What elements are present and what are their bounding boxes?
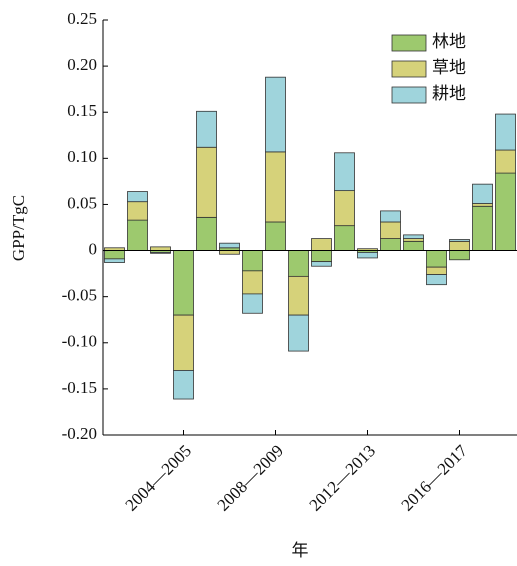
- bar-segment: [380, 221, 401, 239]
- bar-segment: [380, 238, 401, 251]
- y-tick-label: 0.20: [67, 55, 97, 74]
- bar-segment: [495, 113, 516, 151]
- bar-segment: [242, 293, 263, 314]
- bar-segment: [449, 240, 470, 251]
- bar-segment: [426, 250, 447, 268]
- bar-segment: [472, 203, 493, 207]
- y-axis-label: GPP/TgC: [9, 195, 28, 261]
- bar-segment: [495, 172, 516, 251]
- bar-segment: [403, 238, 424, 242]
- bar-segment: [173, 370, 194, 400]
- bar-segment: [288, 275, 309, 316]
- bar-segment: [104, 250, 125, 260]
- bar-segment: [472, 183, 493, 204]
- bar-segment: [219, 250, 240, 255]
- x-tick-label: 2012—2013: [306, 441, 380, 515]
- x-axis-label: 年: [292, 541, 309, 560]
- bar-segment: [495, 149, 516, 174]
- bar-segment: [219, 242, 240, 249]
- y-tick-label: -0.10: [62, 332, 97, 351]
- bar-segment: [196, 146, 217, 218]
- legend-label: 草地: [432, 58, 466, 77]
- bar-segment: [357, 251, 378, 259]
- bar-segment: [449, 250, 470, 261]
- bar-segment: [311, 250, 332, 263]
- x-tick-label: 2008—2009: [214, 441, 288, 515]
- bar-segment: [426, 274, 447, 286]
- bar-segment: [426, 266, 447, 275]
- bar-segment: [380, 210, 401, 223]
- bar-segment: [265, 76, 286, 153]
- legend-label: 耕地: [432, 84, 466, 103]
- bar-segment: [242, 250, 263, 272]
- bars: [104, 76, 516, 400]
- bar-segment: [150, 251, 171, 254]
- y-tick-label: 0.25: [67, 9, 97, 28]
- bar-segment: [334, 190, 355, 227]
- legend-swatch: [391, 86, 427, 104]
- bar-segment: [403, 240, 424, 251]
- bar-segment: [173, 314, 194, 371]
- bar-segment: [288, 250, 309, 277]
- bar-segment: [173, 250, 194, 316]
- legend-swatch: [391, 60, 427, 78]
- legend-label: 林地: [432, 32, 466, 51]
- x-tick-label: 2004—2005: [122, 441, 196, 515]
- bar-segment: [196, 216, 217, 251]
- bar-segment: [334, 225, 355, 251]
- y-tick-label: 0.05: [67, 193, 97, 212]
- bar-segment: [311, 261, 332, 267]
- y-tick-label: -0.05: [62, 286, 97, 305]
- bar-segment: [311, 238, 332, 251]
- bar-segment: [196, 110, 217, 148]
- bar-segment: [127, 219, 148, 251]
- bar-segment: [449, 239, 470, 242]
- y-tick-label: -0.15: [62, 378, 97, 397]
- y-tick-label: -0.20: [62, 424, 97, 443]
- bar-segment: [104, 258, 125, 263]
- bar-segment: [127, 201, 148, 221]
- bar-segment: [150, 246, 171, 251]
- bar-segment: [403, 234, 424, 239]
- y-tick-label: 0.10: [67, 147, 97, 166]
- bar-segment: [288, 314, 309, 352]
- bar-segment: [242, 270, 263, 295]
- bar-segment: [127, 191, 148, 203]
- y-tick-label: 0.15: [67, 101, 97, 120]
- bar-segment: [334, 152, 355, 192]
- bar-segment: [472, 205, 493, 251]
- y-tick-label: 0: [89, 239, 98, 258]
- x-tick-label: 2016—2017: [398, 441, 472, 515]
- bar-segment: [265, 151, 286, 223]
- bar-segment: [265, 221, 286, 251]
- legend-swatch: [391, 34, 427, 52]
